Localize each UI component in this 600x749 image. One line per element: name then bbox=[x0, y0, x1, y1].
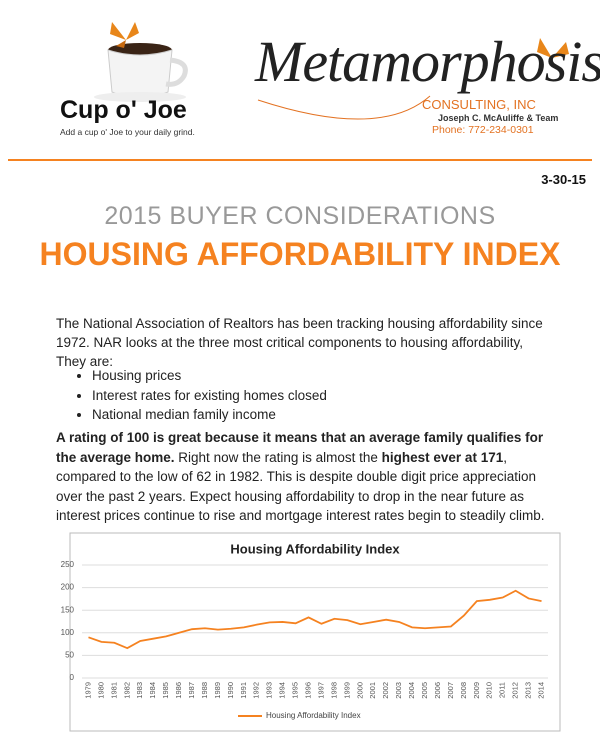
bullet-list: Housing pricesInterest rates for existin… bbox=[76, 366, 327, 425]
kicker: 2015 BUYER CONSIDERATIONS bbox=[104, 202, 496, 230]
divider bbox=[8, 159, 592, 161]
x-tick-label: 1992 bbox=[252, 682, 261, 699]
x-tick-label: 1996 bbox=[304, 682, 313, 699]
x-tick-label: 1990 bbox=[226, 682, 235, 699]
x-tick-label: 2002 bbox=[381, 682, 390, 699]
bold-text: highest ever at 171 bbox=[381, 449, 504, 465]
text: Right now the rating is almost the bbox=[174, 449, 382, 465]
x-tick-label: 1993 bbox=[265, 682, 274, 699]
x-tick-label: 2005 bbox=[420, 682, 429, 699]
x-tick-label: 2009 bbox=[472, 682, 481, 699]
x-tick-label: 1999 bbox=[342, 682, 351, 699]
logo-name: Cup o' Joe bbox=[60, 96, 187, 124]
y-tick-label: 150 bbox=[61, 605, 75, 614]
x-tick-label: 2010 bbox=[485, 682, 494, 699]
bold-text: A rating of 100 is great because it mean… bbox=[56, 430, 544, 465]
x-tick-label: 1981 bbox=[109, 682, 118, 699]
x-tick-label: 1998 bbox=[329, 682, 338, 699]
x-tick-label: 1982 bbox=[122, 682, 131, 699]
line bbox=[88, 589, 542, 650]
cup bbox=[107, 49, 173, 99]
y-tick-label: 250 bbox=[61, 560, 75, 569]
paragraph: A rating of 100 is great because it mean… bbox=[56, 428, 552, 526]
text: , compared to the low of 62 in 1982. Thi… bbox=[56, 449, 545, 524]
x-tick-label: 2007 bbox=[446, 682, 455, 699]
x-tick-label: 1997 bbox=[316, 682, 325, 699]
x-tick-label: 2011 bbox=[498, 682, 507, 698]
swash bbox=[257, 95, 431, 120]
x-tick-label: 2001 bbox=[368, 682, 377, 699]
bullet: National median family income bbox=[92, 405, 327, 425]
x-tick-label: 2006 bbox=[433, 682, 442, 699]
x-tick-label: 1979 bbox=[83, 682, 92, 699]
x-tick-label: 2012 bbox=[511, 682, 520, 699]
x-tick-label: 2014 bbox=[537, 682, 546, 699]
saucer bbox=[94, 92, 186, 102]
x-tick-label: 1987 bbox=[187, 682, 196, 699]
x-tick-label: 1980 bbox=[96, 682, 105, 699]
title: HOUSING AFFORDABILITY INDEX bbox=[39, 236, 561, 272]
cup-handle bbox=[165, 57, 188, 87]
bullet: Interest rates for existing homes closed bbox=[92, 386, 327, 406]
team: Joseph C. McAuliffe & Team bbox=[438, 113, 559, 123]
y-tick-label: 50 bbox=[65, 651, 74, 660]
y-tick-label: 200 bbox=[61, 583, 75, 592]
logo-name: Metamorphosis bbox=[255, 29, 600, 94]
company: CONSULTING, INC bbox=[422, 97, 536, 112]
logo-art bbox=[94, 22, 569, 120]
y-tick-label: 0 bbox=[70, 673, 75, 682]
chart-title: Housing Affordability Index bbox=[230, 541, 400, 556]
x-tick-label: 2003 bbox=[394, 682, 403, 699]
date: 3-30-15 bbox=[541, 172, 586, 187]
legend-label: Housing Affordability Index bbox=[266, 711, 361, 720]
x-tick-label: 1988 bbox=[200, 682, 209, 699]
butterfly-right bbox=[537, 38, 569, 58]
x-tick-label: 1986 bbox=[174, 682, 183, 699]
x-tick-label: 1995 bbox=[291, 682, 300, 699]
x-tick-label: 1985 bbox=[161, 682, 170, 699]
x-tick-label: 1984 bbox=[148, 682, 157, 699]
x-tick-label: 1991 bbox=[239, 682, 248, 699]
x-tick-label: 2000 bbox=[355, 682, 364, 699]
x-tick-label: 2004 bbox=[407, 682, 416, 699]
chart-frame bbox=[69, 532, 561, 732]
intro: The National Association of Realtors has… bbox=[56, 316, 543, 369]
bullet: Housing prices bbox=[92, 366, 327, 386]
x-tick-label: 2013 bbox=[524, 682, 533, 699]
x-tick-label: 1989 bbox=[213, 682, 222, 699]
phone: Phone: 772-234-0301 bbox=[432, 124, 534, 136]
y-tick-label: 100 bbox=[61, 628, 75, 637]
butterfly-left bbox=[110, 22, 139, 48]
x-tick-label: 1994 bbox=[278, 682, 287, 699]
x-tick-label: 1983 bbox=[135, 682, 144, 699]
logo-tagline: Add a cup o' Joe to your daily grind. bbox=[60, 127, 195, 137]
x-tick-label: 2008 bbox=[459, 682, 468, 699]
